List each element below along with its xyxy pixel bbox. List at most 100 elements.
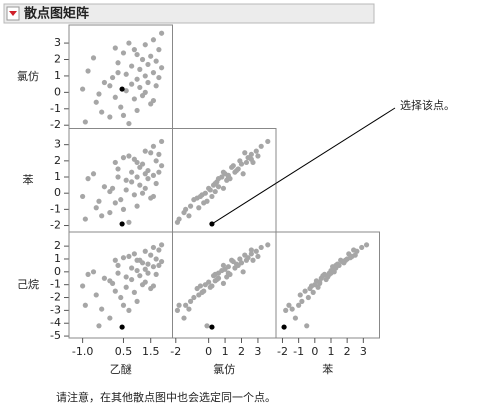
point [107,188,113,195]
point [93,99,99,105]
point [85,271,91,277]
point [310,289,316,295]
point [115,262,121,269]
point [253,148,259,154]
point [209,193,215,200]
point [101,275,108,281]
point [139,190,146,196]
point [296,302,302,308]
point [248,251,254,257]
y-tick-label: -2 [50,219,61,232]
caption: 请注意，在其他散点图中也会选定同一个点。 [56,390,276,404]
point [242,150,248,156]
point [308,283,315,289]
y-tick-label: 3 [54,138,61,151]
point [99,109,105,115]
point [186,213,192,219]
point [328,270,334,276]
column-label: 苯 [322,362,333,376]
menu-triangle [9,11,17,16]
y-tick-label: 0 [54,186,61,199]
point [115,174,121,180]
point [187,298,194,304]
point [206,279,212,285]
point [150,143,157,149]
y-tick-label: 0 [54,265,61,278]
point [145,176,151,182]
point [176,302,182,308]
point [206,185,212,191]
point [131,192,137,198]
point [134,107,140,114]
point [363,242,370,248]
point [145,270,151,276]
point [174,219,181,225]
point [197,193,204,200]
row-label: 苯 [23,172,34,186]
point [118,294,124,301]
cell [68,128,173,233]
point [240,269,246,275]
point [123,71,129,77]
y-tick-label: 2 [54,239,61,252]
point [145,261,151,267]
point [297,292,303,298]
point [93,205,99,211]
point [131,251,137,257]
point [186,306,192,312]
point [220,262,227,269]
title-bar [3,3,375,24]
point [230,163,236,169]
point [183,302,189,308]
y-tick-label: -4 [50,316,61,329]
x-tick-label: -2 [277,345,288,358]
point [90,171,97,177]
point [317,279,323,285]
point [134,51,140,58]
selected-point [209,324,215,330]
point [265,138,271,145]
point [126,120,132,127]
point [142,185,148,191]
point [118,197,124,203]
point [283,307,289,313]
selected-point [119,324,125,330]
point [115,270,121,276]
point [174,307,181,313]
point [142,42,148,48]
point [240,171,246,177]
point [123,88,129,94]
point [134,267,140,274]
point [142,266,148,272]
point [159,242,165,248]
point [120,206,127,212]
point [321,271,328,277]
point [139,161,146,167]
point [258,244,264,251]
point [150,244,157,251]
point [129,81,135,87]
point [250,257,256,263]
point [197,283,204,289]
point [123,187,129,193]
point [159,30,165,36]
point [142,89,148,95]
point [153,180,159,187]
point [225,270,231,276]
point [153,158,159,164]
point [96,323,102,329]
point [153,256,159,262]
point [126,253,132,260]
point [289,306,295,312]
point [359,244,365,251]
x-tick-label: 0.5 [115,345,133,358]
point [96,198,102,204]
point [265,242,271,248]
x-tick-label: 1 [327,345,334,358]
point [212,180,218,187]
point [90,55,97,61]
point [134,159,140,166]
point [212,278,218,284]
